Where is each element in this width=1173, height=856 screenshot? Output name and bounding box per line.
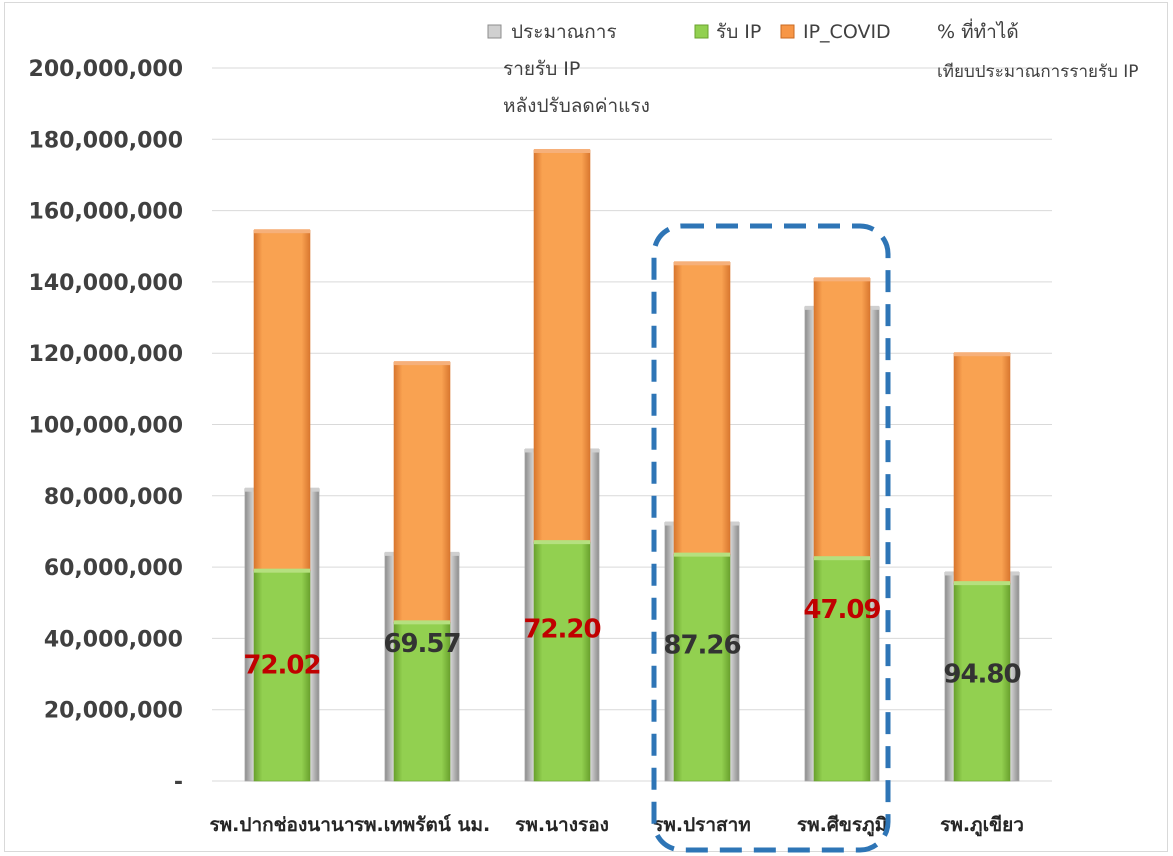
y-axis: - 20,000,000 40,000,000 60,000,000 80,000,00… bbox=[29, 57, 183, 795]
y-tick-label: 20,000,000 bbox=[44, 699, 183, 724]
y-tick-label: 160,000,000 bbox=[29, 200, 183, 225]
bar-covid-cap bbox=[674, 261, 730, 266]
legend: ประมาณการรายรับ IP หลังปรับลดค่าแรง รับ IP… bbox=[487, 18, 1139, 117]
legend-label-budget: รายรับ IP bbox=[503, 58, 580, 80]
bar-covid-cap bbox=[954, 352, 1010, 357]
bar-ip-cap bbox=[954, 581, 1010, 586]
legend-label-budget: ประมาณการ bbox=[511, 21, 617, 43]
x-tick-label: รพ.ปราสาท bbox=[653, 814, 751, 836]
x-axis: รพ.ปากช่องนานา รพ.เทพรัตน์ นม. รพ.นางรอง รพ… bbox=[209, 814, 1023, 837]
percent-label: 87.26 bbox=[663, 631, 740, 661]
x-tick-label: รพ.ปากช่องนานา bbox=[209, 814, 354, 836]
y-tick-label: 60,000,000 bbox=[44, 556, 183, 581]
bar-covid bbox=[953, 352, 1011, 584]
bar-covid bbox=[253, 229, 311, 571]
bar-ip-cap bbox=[534, 540, 590, 545]
highlight-box-outline bbox=[651, 223, 891, 853]
bar-ip-cap bbox=[254, 568, 310, 573]
legend-label-budget: หลังปรับลดค่าแรง bbox=[503, 95, 650, 117]
gridlines bbox=[212, 67, 1052, 782]
legend-swatch-covid bbox=[780, 24, 795, 39]
y-tick-label: 200,000,000 bbox=[29, 57, 183, 82]
chart-frame bbox=[4, 2, 1168, 852]
x-tick-label: รพ.นางรอง bbox=[515, 814, 609, 836]
bar-ip bbox=[253, 570, 311, 782]
x-tick-label: รพ.ภูเขียว bbox=[940, 814, 1024, 837]
bar-ip-cap bbox=[674, 552, 730, 557]
bar-covid bbox=[533, 149, 591, 543]
x-tick-label: รพ.เทพรัตน์ นม. bbox=[354, 814, 490, 836]
y-tick-label: 100,000,000 bbox=[29, 414, 183, 439]
y-tick-label: - bbox=[174, 770, 183, 795]
legend-label-covid: IP_COVID bbox=[803, 21, 891, 43]
percent-label: 72.02 bbox=[243, 650, 320, 680]
y-tick-label: 180,000,000 bbox=[29, 128, 183, 153]
bar-ip bbox=[673, 554, 731, 782]
bar-covid bbox=[813, 278, 871, 559]
bar-ip bbox=[393, 622, 451, 782]
legend-swatch-ip bbox=[694, 24, 709, 39]
data-labels: 72.02 69.57 72.20 87.26 47.09 94.80 bbox=[243, 595, 1021, 689]
bar-covid bbox=[673, 261, 731, 555]
highlight-box bbox=[651, 223, 891, 853]
bar-ip bbox=[953, 582, 1011, 782]
bar-covid-cap bbox=[814, 277, 870, 282]
percent-label: 47.09 bbox=[803, 595, 880, 625]
bar-covid-cap bbox=[394, 361, 450, 366]
bars bbox=[244, 148, 1020, 782]
legend-label-ip: รับ IP bbox=[716, 21, 761, 43]
y-tick-label: 40,000,000 bbox=[44, 627, 183, 652]
legend-label-percent: เทียบประมาณการรายรับ IP bbox=[937, 62, 1139, 82]
x-tick-label: รพ.ศีขรภูมิ bbox=[797, 814, 887, 837]
bar-covid bbox=[393, 361, 451, 623]
percent-label: 69.57 bbox=[383, 629, 460, 659]
bar-ip bbox=[533, 541, 591, 782]
percent-label: 94.80 bbox=[943, 659, 1020, 689]
y-tick-label: 80,000,000 bbox=[44, 485, 183, 510]
percent-label: 72.20 bbox=[523, 615, 600, 645]
bar-covid-cap bbox=[254, 229, 310, 234]
y-tick-label: 120,000,000 bbox=[29, 342, 183, 367]
bar-ip-cap bbox=[394, 620, 450, 625]
bar-ip-cap bbox=[814, 556, 870, 561]
bar-ip bbox=[813, 557, 871, 782]
legend-label-percent: % ที่ทำได้ bbox=[937, 18, 1019, 43]
legend-swatch-budget bbox=[487, 24, 502, 39]
bar-covid-cap bbox=[534, 148, 590, 153]
y-tick-label: 140,000,000 bbox=[29, 271, 183, 296]
